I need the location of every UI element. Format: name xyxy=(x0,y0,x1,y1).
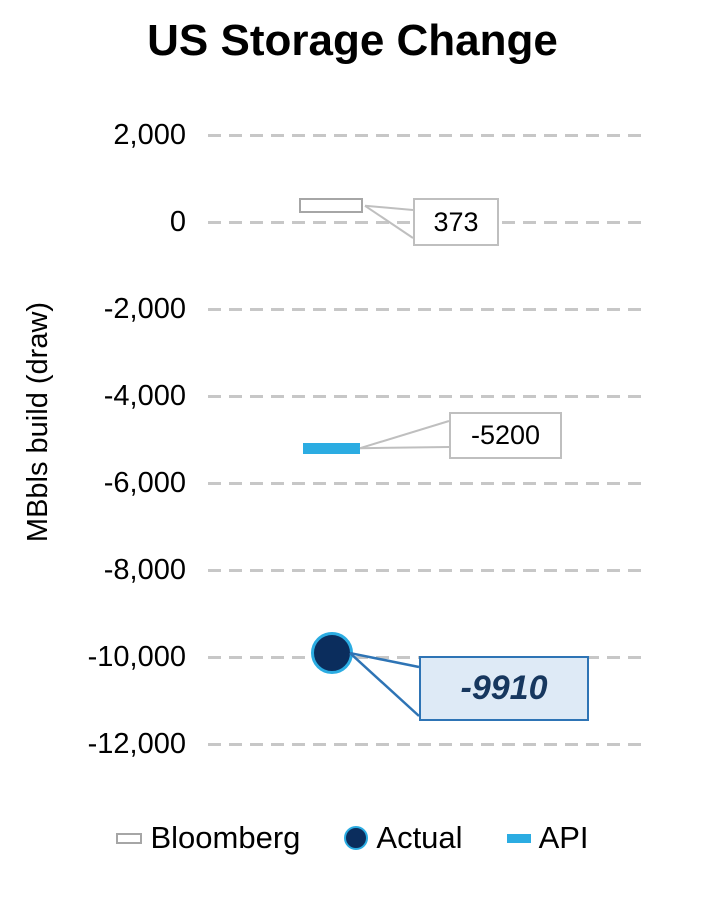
actual-legend-marker-icon xyxy=(344,826,369,850)
api-data-label-text: -5200 xyxy=(470,420,541,450)
legend-item-bloomberg: Bloomberg xyxy=(116,820,300,856)
gridline xyxy=(208,568,648,572)
legend-label-api: API xyxy=(538,820,589,855)
legend-item-actual: Actual xyxy=(344,820,463,856)
api-data-label: -5200 xyxy=(449,412,562,459)
gridline xyxy=(208,307,648,311)
y-tick-label: -8,000 xyxy=(103,554,186,586)
y-tick-label: -6,000 xyxy=(103,467,186,499)
legend: Bloomberg Actual API xyxy=(0,812,705,864)
y-tick-label: -12,000 xyxy=(87,728,186,760)
actual-marker xyxy=(311,632,353,675)
gridline xyxy=(208,394,648,398)
y-tick-label: 0 xyxy=(169,206,186,238)
bloomberg-legend-marker-icon xyxy=(116,832,143,844)
bloomberg-data-label-text: 373 xyxy=(433,206,479,237)
chart-title: US Storage Change xyxy=(147,16,558,65)
y-tick-label: -10,000 xyxy=(87,641,186,673)
legend-label-bloomberg: Bloomberg xyxy=(150,820,301,855)
y-tick-label: -2,000 xyxy=(103,293,186,325)
y-tick-label: 2,000 xyxy=(113,119,186,151)
bloomberg-data-label: 373 xyxy=(413,198,499,246)
api-legend-marker-icon xyxy=(506,833,531,843)
gridline xyxy=(208,133,648,137)
gridline xyxy=(208,481,648,485)
bloomberg-marker xyxy=(299,198,363,214)
api-marker xyxy=(303,442,360,454)
actual-data-label: -9910 xyxy=(419,656,589,721)
actual-data-label-text: -9910 xyxy=(460,669,548,707)
gridline xyxy=(208,742,648,746)
y-tick-label: -4,000 xyxy=(103,380,186,412)
legend-item-api: API xyxy=(506,820,589,856)
legend-label-actual: Actual xyxy=(376,820,463,855)
